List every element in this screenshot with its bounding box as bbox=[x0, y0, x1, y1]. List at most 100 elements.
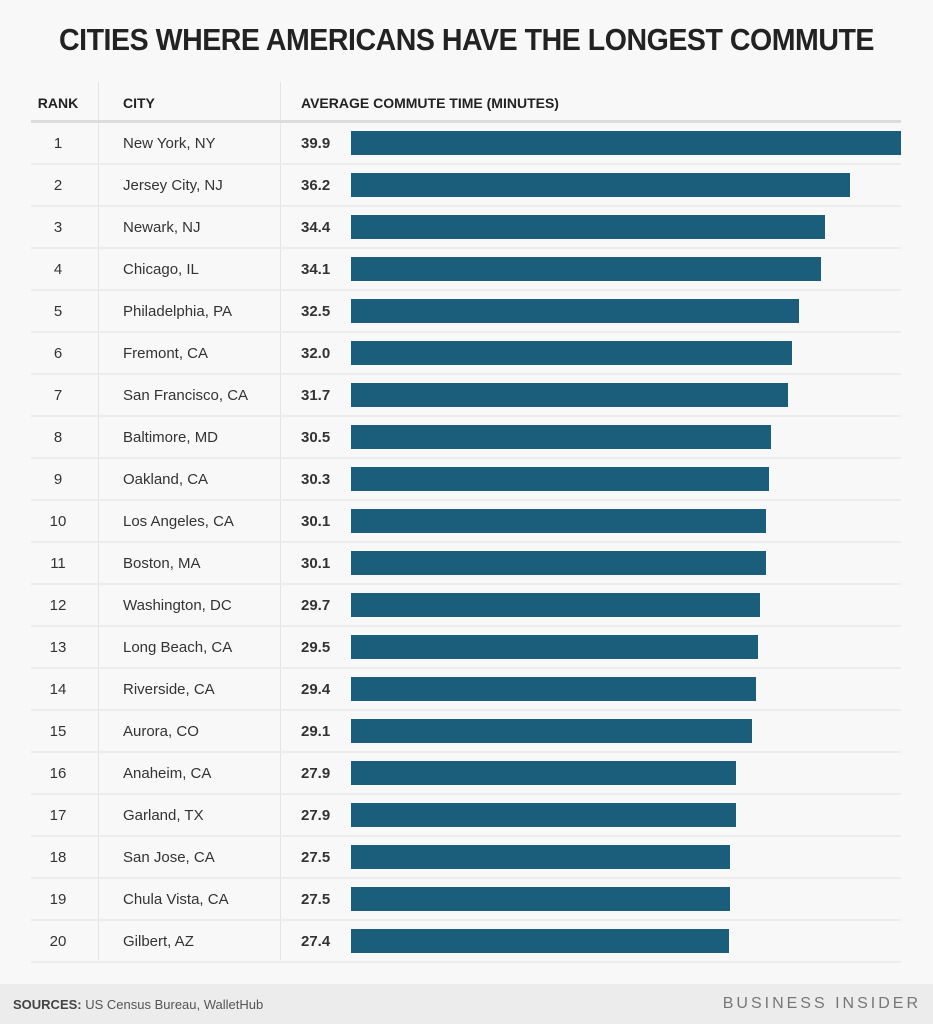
city-cell: Baltimore, MD bbox=[123, 429, 219, 446]
rank-cell: 16 bbox=[49, 765, 67, 782]
table-row: 15 Aurora, CO 29.1 bbox=[31, 711, 901, 753]
city-cell: Newark, NJ bbox=[123, 219, 201, 236]
table-row: 20 Gilbert, AZ 27.4 bbox=[31, 921, 901, 963]
column-divider bbox=[280, 82, 281, 960]
value-label: 30.1 bbox=[301, 513, 331, 530]
bar bbox=[351, 215, 826, 239]
rank-cell: 19 bbox=[49, 891, 67, 908]
city-cell: Oakland, CA bbox=[123, 471, 209, 488]
rank-cell: 5 bbox=[53, 303, 63, 320]
table-row: 10 Los Angeles, CA 30.1 bbox=[31, 501, 901, 543]
table-row: 16 Anaheim, CA 27.9 bbox=[31, 753, 901, 795]
city-cell: New York, NY bbox=[123, 135, 216, 152]
header-commute-time: AVERAGE COMMUTE TIME (MINUTES) bbox=[301, 95, 559, 111]
rank-cell: 2 bbox=[53, 177, 63, 194]
bar bbox=[351, 383, 788, 407]
sources-text: US Census Bureau, WalletHub bbox=[81, 997, 264, 1012]
bar bbox=[351, 467, 769, 491]
rank-cell: 1 bbox=[53, 135, 63, 152]
bar bbox=[351, 929, 729, 953]
value-label: 27.5 bbox=[301, 849, 331, 866]
rank-cell: 12 bbox=[49, 597, 67, 614]
value-label: 39.9 bbox=[301, 135, 331, 152]
city-cell: Boston, MA bbox=[123, 555, 201, 572]
bar bbox=[351, 593, 761, 617]
bar bbox=[351, 719, 753, 743]
city-cell: Chula Vista, CA bbox=[123, 891, 229, 908]
rank-cell: 6 bbox=[53, 345, 63, 362]
city-cell: San Francisco, CA bbox=[123, 387, 249, 404]
city-cell: Philadelphia, PA bbox=[123, 303, 232, 320]
rank-cell: 7 bbox=[53, 387, 63, 404]
bar bbox=[351, 425, 772, 449]
rank-cell: 20 bbox=[49, 933, 67, 950]
rank-cell: 9 bbox=[53, 471, 63, 488]
rank-cell: 15 bbox=[49, 723, 67, 740]
bar bbox=[351, 887, 731, 911]
rank-cell: 17 bbox=[49, 807, 67, 824]
footer: SOURCES: US Census Bureau, WalletHub BUS… bbox=[0, 984, 933, 1024]
city-cell: Riverside, CA bbox=[123, 681, 215, 698]
header-city: CITY bbox=[123, 95, 155, 111]
city-cell: Gilbert, AZ bbox=[123, 933, 194, 950]
bar bbox=[351, 299, 799, 323]
table-row: 2 Jersey City, NJ 36.2 bbox=[31, 165, 901, 207]
bar bbox=[351, 761, 736, 785]
rank-cell: 13 bbox=[49, 639, 67, 656]
table-row: 7 San Francisco, CA 31.7 bbox=[31, 375, 901, 417]
value-label: 30.1 bbox=[301, 555, 331, 572]
table-row: 9 Oakland, CA 30.3 bbox=[31, 459, 901, 501]
city-cell: Washington, DC bbox=[123, 597, 232, 614]
sources-label: SOURCES: bbox=[13, 997, 82, 1012]
table-row: 11 Boston, MA 30.1 bbox=[31, 543, 901, 585]
value-label: 34.4 bbox=[301, 219, 331, 236]
value-label: 27.9 bbox=[301, 807, 331, 824]
rank-cell: 11 bbox=[50, 555, 66, 572]
bar bbox=[351, 173, 850, 197]
city-cell: Garland, TX bbox=[123, 807, 204, 824]
header-rank: RANK bbox=[37, 95, 79, 111]
value-label: 32.0 bbox=[301, 345, 331, 362]
header-divider bbox=[31, 120, 901, 123]
rank-cell: 14 bbox=[49, 681, 67, 698]
sources: SOURCES: US Census Bureau, WalletHub bbox=[13, 997, 263, 1012]
city-cell: Chicago, IL bbox=[123, 261, 199, 278]
city-cell: Anaheim, CA bbox=[123, 765, 212, 782]
rank-cell: 3 bbox=[53, 219, 63, 236]
city-cell: Long Beach, CA bbox=[123, 639, 233, 656]
table-row: 4 Chicago, IL 34.1 bbox=[31, 249, 901, 291]
bar bbox=[351, 341, 793, 365]
value-label: 29.5 bbox=[301, 639, 331, 656]
bar bbox=[351, 551, 766, 575]
bar bbox=[351, 635, 758, 659]
rank-cell: 4 bbox=[53, 261, 63, 278]
city-cell: Aurora, CO bbox=[123, 723, 199, 740]
table-row: 5 Philadelphia, PA 32.5 bbox=[31, 291, 901, 333]
column-divider bbox=[98, 82, 99, 960]
table-row: 1 New York, NY 39.9 bbox=[31, 123, 901, 165]
bar bbox=[351, 845, 731, 869]
table-row: 14 Riverside, CA 29.4 bbox=[31, 669, 901, 711]
table-row: 18 San Jose, CA 27.5 bbox=[31, 837, 901, 879]
city-cell: Fremont, CA bbox=[123, 345, 209, 362]
table-row: 19 Chula Vista, CA 27.5 bbox=[31, 879, 901, 921]
value-label: 34.1 bbox=[301, 261, 331, 278]
bar bbox=[351, 803, 736, 827]
bar bbox=[351, 677, 757, 701]
chart-title: CITIES WHERE AMERICANS HAVE THE LONGEST … bbox=[58, 22, 874, 57]
value-label: 27.5 bbox=[301, 891, 331, 908]
table-row: 12 Washington, DC 29.7 bbox=[31, 585, 901, 627]
bar bbox=[351, 509, 766, 533]
value-label: 31.7 bbox=[301, 387, 331, 404]
value-label: 30.5 bbox=[301, 429, 331, 446]
rank-cell: 8 bbox=[53, 429, 63, 446]
brand-logo: BUSINESS INSIDER bbox=[722, 995, 921, 1012]
city-cell: San Jose, CA bbox=[123, 849, 215, 866]
city-cell: Jersey City, NJ bbox=[123, 177, 223, 194]
value-label: 27.4 bbox=[301, 933, 331, 950]
table-row: 3 Newark, NJ 34.4 bbox=[31, 207, 901, 249]
city-cell: Los Angeles, CA bbox=[123, 513, 234, 530]
table-row: 6 Fremont, CA 32.0 bbox=[31, 333, 901, 375]
rank-cell: 10 bbox=[49, 513, 67, 530]
value-label: 29.7 bbox=[301, 597, 331, 614]
